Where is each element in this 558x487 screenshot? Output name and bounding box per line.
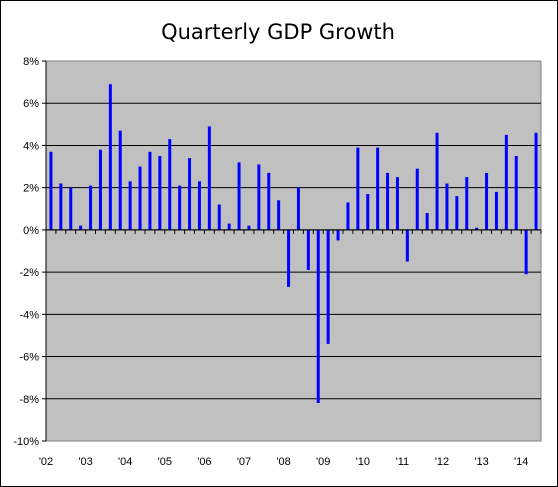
bars [49,84,538,403]
bar [326,229,330,344]
bar [485,172,489,230]
x-tick-label: '05 [158,456,172,468]
bar [475,227,479,230]
bar [49,151,53,230]
bar [207,126,211,230]
axes [42,60,542,442]
bar [346,202,350,230]
bar [455,196,459,230]
bar [69,187,73,230]
x-tick-label: '10 [356,456,370,468]
y-tick-label: 2% [23,183,39,195]
bar [118,130,122,230]
x-tick-label: '09 [316,456,330,468]
x-tick-label: '04 [118,456,132,468]
bar [257,164,261,230]
bar [336,229,340,241]
y-tick-label: 4% [23,140,39,152]
bar [277,200,281,230]
y-tick-label: -10% [13,436,39,448]
x-tick-label: '08 [276,456,290,468]
bar [98,149,102,230]
bar [267,172,271,230]
x-tick-label: '03 [78,456,92,468]
bar [237,162,241,230]
bar [148,151,152,230]
bar [504,134,508,230]
bar [514,156,518,230]
bar [395,177,399,230]
x-tick-label: '07 [237,456,251,468]
x-tick-label: '14 [514,456,528,468]
x-tick-label: '13 [474,456,488,468]
bar [386,172,390,230]
bar [197,181,201,230]
bar [296,187,300,230]
bar [168,139,172,230]
bar [247,225,251,230]
x-tick-labels: '02 '03 '04 '05 '06 '07 '08 '09 '10 '11 '12 '13 '14 [39,456,529,468]
bar [306,229,310,270]
y-tick-label: -2% [19,267,39,279]
bar [415,168,419,230]
y-tick-label: -4% [19,309,39,321]
x-tick-label: '12 [435,456,449,468]
bar [494,191,498,230]
bar [524,229,528,275]
bar [356,147,360,230]
y-tick-label: -8% [19,394,39,406]
bar [128,181,132,230]
bar [376,147,380,230]
x-tick-label: '11 [396,456,410,468]
bar [287,229,291,287]
bar [534,132,538,230]
bar [158,156,162,230]
chart-title: Quarterly GDP Growth [161,20,395,44]
bar [79,225,83,230]
bar [316,229,320,403]
bar [138,166,142,230]
bar [108,84,112,230]
y-tick-label: 8% [23,56,39,68]
bar [188,158,192,230]
bar [445,183,449,230]
y-tick-label: -6% [19,352,39,364]
x-tick-label: '06 [197,456,211,468]
bar [178,185,182,230]
plot-area [45,60,542,442]
y-tick-label: 0% [23,225,39,237]
bar [435,132,439,230]
bar [59,183,63,230]
y-tick-labels: 8% 6% 4% 2% 0% -2% -4% -6% -8% -10% [13,56,39,448]
bar [217,204,221,230]
bar [425,213,429,230]
x-tick-label: '02 [39,456,53,468]
bar [366,194,370,230]
bar [465,177,469,230]
bar [89,185,93,230]
y-tick-label: 6% [23,98,39,110]
bar [405,229,409,262]
bar [227,223,231,230]
